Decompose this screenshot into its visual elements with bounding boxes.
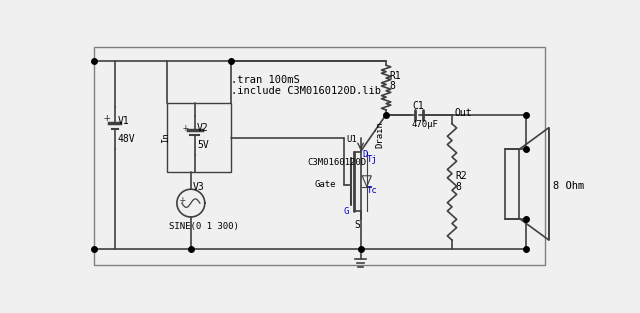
Bar xyxy=(506,149,520,218)
Bar xyxy=(167,103,231,172)
Text: S: S xyxy=(355,220,360,230)
Text: V1: V1 xyxy=(118,116,130,126)
Text: R2: R2 xyxy=(456,171,468,181)
Text: .tran 100mS: .tran 100mS xyxy=(231,74,300,85)
Text: G: G xyxy=(344,207,349,216)
Text: +: + xyxy=(182,123,188,133)
Text: 5V: 5V xyxy=(197,140,209,150)
Text: 8: 8 xyxy=(456,182,461,192)
Text: 470μF: 470μF xyxy=(412,120,438,129)
Text: V2: V2 xyxy=(197,123,209,133)
Text: 8: 8 xyxy=(389,81,395,91)
Text: Tj: Tj xyxy=(367,155,378,164)
Text: Gate: Gate xyxy=(314,180,335,189)
Text: .include C3M0160120D.lib: .include C3M0160120D.lib xyxy=(231,86,381,96)
Text: C1: C1 xyxy=(413,101,424,111)
Text: 8 Ohm: 8 Ohm xyxy=(553,181,584,191)
Text: R1: R1 xyxy=(389,71,401,81)
Text: SINE(0 1 300): SINE(0 1 300) xyxy=(169,222,239,231)
Text: C3M0160120D: C3M0160120D xyxy=(308,158,367,167)
Text: V3: V3 xyxy=(193,182,205,192)
Text: Tc: Tc xyxy=(367,186,378,195)
Text: U1: U1 xyxy=(347,135,357,144)
Text: Drain: Drain xyxy=(376,121,385,148)
Text: In: In xyxy=(161,132,170,143)
Text: D: D xyxy=(362,150,367,159)
Text: Out: Out xyxy=(454,108,472,118)
Text: +: + xyxy=(104,113,111,123)
Text: 48V: 48V xyxy=(118,134,136,144)
Text: +: + xyxy=(179,195,185,205)
